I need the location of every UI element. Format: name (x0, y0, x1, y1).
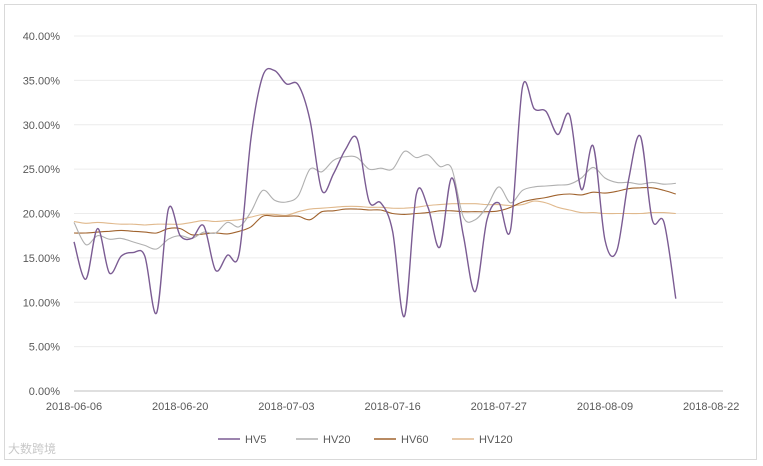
series-line-hv120 (73, 200, 676, 226)
y-tick-label: 20.00% (23, 209, 61, 221)
y-tick-label: 25.00% (23, 164, 61, 176)
y-tick-label: 35.00% (23, 75, 61, 87)
legend-label: HV120 (479, 434, 513, 446)
y-tick-label: 15.00% (23, 253, 61, 265)
legend-item-hv20: HV20 (296, 434, 351, 446)
series-line-hv5 (73, 67, 677, 318)
x-tick-label: 2018-07-03 (258, 401, 314, 413)
legend-label: HV20 (323, 434, 351, 446)
legend-item-hv5: HV5 (218, 434, 266, 446)
watermark: 大数跨境 (8, 442, 57, 456)
series-lines (73, 67, 677, 318)
legend: HV5 HV20 HV60 HV120 (218, 434, 513, 446)
x-tick-label: 2018-07-16 (364, 401, 420, 413)
x-axis: 2018-06-06 2018-06-20 2018-07-03 2018-07-16… (46, 401, 739, 413)
x-tick-label: 2018-06-20 (152, 401, 208, 413)
gridlines (74, 35, 723, 392)
series-line-hv20 (73, 150, 676, 250)
legend-label: HV5 (245, 434, 266, 446)
y-tick-label: 0.00% (29, 386, 60, 398)
x-tick-label: 2018-08-09 (577, 401, 633, 413)
y-tick-label: 40.00% (23, 31, 61, 43)
legend-label: HV60 (401, 434, 429, 446)
y-tick-label: 30.00% (23, 120, 61, 132)
series-line-hv60 (73, 186, 676, 236)
x-tick-label: 2018-06-06 (46, 401, 102, 413)
x-tick-label: 2018-08-22 (683, 401, 739, 413)
y-tick-label: 10.00% (23, 297, 61, 309)
y-axis: 0.00% 5.00% 10.00% 15.00% 20.00% 25.00% 30.00%… (23, 31, 61, 398)
legend-item-hv120: HV120 (452, 434, 513, 446)
x-tick-label: 2018-07-27 (471, 401, 527, 413)
y-tick-label: 5.00% (29, 342, 60, 354)
legend-item-hv60: HV60 (374, 434, 429, 446)
